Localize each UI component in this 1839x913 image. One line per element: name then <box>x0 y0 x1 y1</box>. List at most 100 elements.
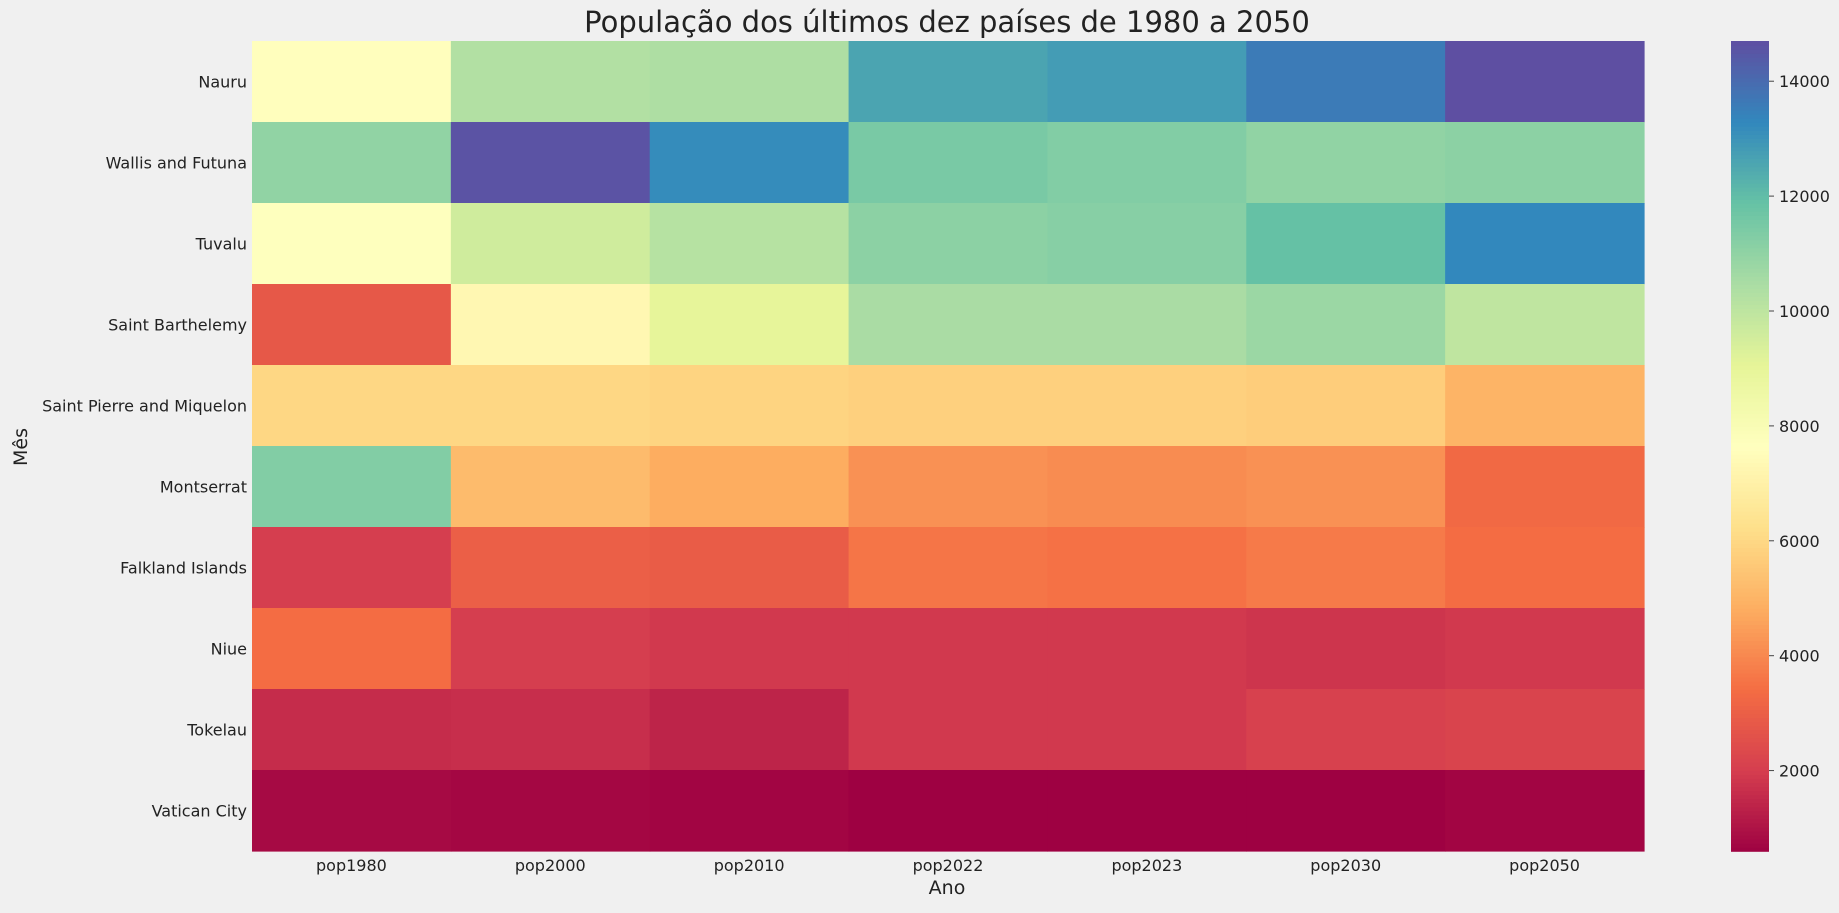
colorbar-segment <box>1731 69 1769 75</box>
colorbar-segment <box>1731 664 1769 670</box>
colorbar-segment <box>1731 182 1769 188</box>
colorbar-segment <box>1731 846 1769 852</box>
heatmap-cell <box>1246 122 1446 204</box>
colorbar-segment <box>1731 717 1769 723</box>
heatmap-cell <box>252 446 452 528</box>
heatmap-cell <box>649 689 850 771</box>
colorbar-segment <box>1731 599 1769 605</box>
colorbar-segment <box>1731 81 1769 87</box>
colorbar-segment <box>1731 377 1769 382</box>
colorbar-segment <box>1731 547 1769 553</box>
colorbar-segment <box>1731 458 1769 463</box>
colorbar-segment <box>1731 603 1769 609</box>
colorbar-segment <box>1731 535 1769 540</box>
colorbar-tick-label: 6000 <box>1779 532 1820 551</box>
heatmap-cell <box>1445 284 1645 366</box>
colorbar-segment <box>1731 271 1769 277</box>
colorbar-segment <box>1731 527 1769 532</box>
heatmap-cell <box>649 770 850 852</box>
colorbar-tick-label: 8000 <box>1779 417 1820 436</box>
colorbar-segment <box>1731 761 1769 767</box>
colorbar-segment <box>1731 830 1769 836</box>
y-tick-label: Falkland Islands <box>120 559 247 578</box>
colorbar-segment <box>1731 437 1769 443</box>
colorbar-segment <box>1731 616 1769 621</box>
colorbar-segment <box>1731 790 1769 796</box>
heatmap-cell <box>450 284 651 366</box>
colorbar-segment <box>1731 134 1769 139</box>
heatmap-cell <box>252 284 452 366</box>
colorbar-segment <box>1731 292 1769 297</box>
colorbar-segment <box>1731 154 1769 160</box>
colorbar-segment <box>1731 518 1769 524</box>
colorbar-segment <box>1731 595 1769 601</box>
colorbar-segment <box>1731 628 1769 634</box>
colorbar-segment <box>1731 494 1769 500</box>
heatmap-cell <box>649 203 850 285</box>
colorbar-segment <box>1731 608 1769 613</box>
colorbar-segment <box>1731 693 1769 698</box>
heatmap-cell <box>1246 608 1446 690</box>
heatmap-cell <box>1047 770 1247 852</box>
colorbar-segment <box>1731 122 1769 127</box>
colorbar-segment <box>1731 745 1769 751</box>
y-tick-label: Saint Pierre and Miquelon <box>42 397 247 416</box>
colorbar-segment <box>1731 174 1769 180</box>
colorbar-segment <box>1731 130 1769 135</box>
heatmap-cell <box>1047 203 1247 285</box>
colorbar-segment <box>1731 668 1769 674</box>
y-tick-label: Niue <box>211 640 247 659</box>
colorbar-segment <box>1731 227 1769 233</box>
colorbar-segment <box>1731 498 1769 504</box>
colorbar-segment <box>1731 433 1769 439</box>
x-tick-label: pop1980 <box>316 856 387 875</box>
colorbar-segment <box>1731 644 1769 650</box>
colorbar-segment <box>1731 219 1769 225</box>
heatmap-cell <box>450 446 651 528</box>
colorbar-segment <box>1731 316 1769 322</box>
x-tick-label: pop2000 <box>515 856 586 875</box>
colorbar-segment <box>1731 689 1769 694</box>
colorbar-segment <box>1731 514 1769 520</box>
colorbar-segment <box>1731 620 1769 625</box>
colorbar <box>1731 41 1769 852</box>
heatmap-cells <box>252 41 1645 852</box>
heatmap-cell <box>450 689 651 771</box>
colorbar-segment <box>1731 101 1769 107</box>
colorbar-segment <box>1731 765 1769 771</box>
colorbar-segment <box>1731 660 1769 666</box>
colorbar-segment <box>1731 466 1769 472</box>
colorbar-segment <box>1731 818 1769 824</box>
x-tick-labels: pop1980 pop2000 pop2010 pop2022 pop2023 pop20… <box>316 856 1580 875</box>
colorbar-segment <box>1731 709 1769 715</box>
colorbar-segment <box>1731 162 1769 168</box>
colorbar-segment <box>1731 312 1769 318</box>
x-tick-label: pop2050 <box>1509 856 1580 875</box>
colorbar-segment <box>1731 397 1769 403</box>
colorbar-tick-label: 10000 <box>1779 302 1830 321</box>
colorbar-segment <box>1731 275 1769 281</box>
colorbar-segment <box>1731 567 1769 573</box>
heatmap-cell <box>252 527 452 609</box>
colorbar-tick-label: 4000 <box>1779 647 1820 666</box>
colorbar-segment <box>1731 441 1769 447</box>
colorbar-segment <box>1731 543 1769 549</box>
heatmap-cell <box>848 689 1049 771</box>
heatmap-cell <box>848 284 1049 366</box>
heatmap-cell <box>1445 446 1645 528</box>
colorbar-segment <box>1731 288 1769 293</box>
colorbar-segment <box>1731 413 1769 419</box>
heatmap-cell <box>1246 203 1446 285</box>
y-tick-label: Montserrat <box>160 478 247 497</box>
colorbar-segment <box>1731 369 1769 374</box>
heatmap-cell <box>252 203 452 285</box>
colorbar-segment <box>1731 113 1769 119</box>
colorbar-segment <box>1731 733 1769 739</box>
heatmap-cell <box>252 41 452 123</box>
y-tick-label: Saint Barthelemy <box>108 316 247 335</box>
colorbar-segment <box>1731 348 1769 354</box>
y-tick-label: Tuvalu <box>195 235 247 254</box>
colorbar-segment <box>1731 462 1769 468</box>
colorbar-segment <box>1731 575 1769 581</box>
colorbar-segment <box>1731 239 1769 245</box>
